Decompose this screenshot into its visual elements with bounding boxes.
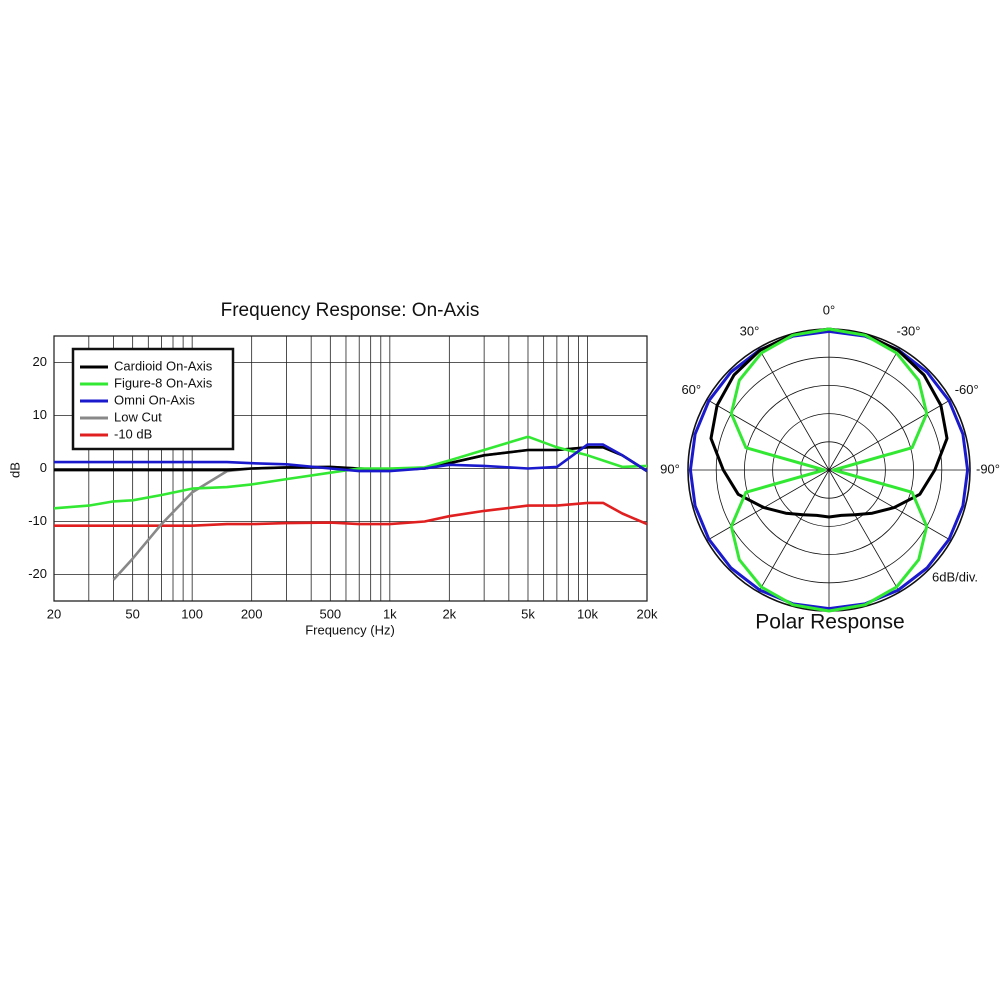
spoke xyxy=(706,399,830,471)
polar-annotation: 6dB/div. xyxy=(932,569,978,584)
angle-label: 90° xyxy=(660,461,680,476)
spoke xyxy=(758,469,830,593)
x-tick-label: 5k xyxy=(521,606,535,621)
legend-label: Omni On-Axis xyxy=(114,392,195,407)
x-tick-label: 50 xyxy=(125,606,139,621)
polar-series xyxy=(709,327,949,519)
angle-label: -30° xyxy=(897,324,921,339)
spoke xyxy=(828,469,900,593)
angle-label: -90° xyxy=(976,461,1000,476)
angle-label: 0° xyxy=(823,302,835,317)
ring xyxy=(800,441,858,499)
y-tick-label: 20 xyxy=(33,354,47,369)
x-tick-label: 20k xyxy=(637,606,658,621)
spoke xyxy=(828,469,952,541)
x-tick-label: 1k xyxy=(383,606,397,621)
legend-label: Cardioid On-Axis xyxy=(114,358,213,373)
spoke xyxy=(706,469,830,541)
y-tick-label: 10 xyxy=(33,407,47,422)
polar-title: Polar Response xyxy=(755,611,904,634)
legend-label: Figure-8 On-Axis xyxy=(114,375,213,390)
x-axis-label: Frequency (Hz) xyxy=(305,622,395,637)
x-tick-label: 20 xyxy=(47,606,61,621)
y-tick-label: 0 xyxy=(40,460,47,475)
x-tick-label: 2k xyxy=(442,606,456,621)
polar-series xyxy=(729,327,929,613)
polar-series xyxy=(688,329,970,611)
spoke xyxy=(828,399,952,471)
angle-label: 30° xyxy=(740,324,760,339)
x-tick-label: 10k xyxy=(577,606,598,621)
angle-label: 60° xyxy=(681,382,701,397)
ring xyxy=(715,356,943,584)
ring xyxy=(744,384,915,555)
x-tick-label: 200 xyxy=(241,606,263,621)
legend-label: Low Cut xyxy=(114,409,162,424)
spoke xyxy=(758,347,830,471)
y-axis-label: dB xyxy=(7,462,22,478)
x-tick-label: 500 xyxy=(319,606,341,621)
spoke xyxy=(828,347,900,471)
y-tick-label: -20 xyxy=(28,566,47,581)
series-line xyxy=(54,501,647,527)
angle-label: -60° xyxy=(955,382,979,397)
x-tick-label: 100 xyxy=(181,606,203,621)
chart-title: Frequency Response: On-Axis xyxy=(221,300,480,321)
ring xyxy=(772,413,886,527)
legend-label: -10 dB xyxy=(114,426,152,441)
series-line xyxy=(54,443,647,473)
y-tick-label: -10 xyxy=(28,513,47,528)
